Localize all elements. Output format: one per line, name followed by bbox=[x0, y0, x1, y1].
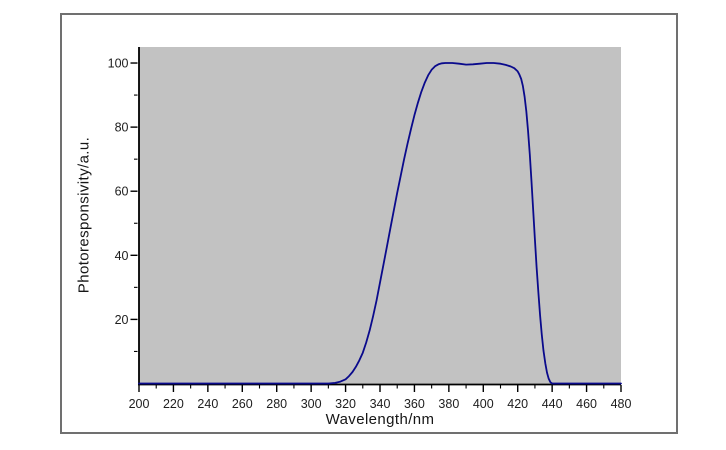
x-tick-label: 200 bbox=[129, 397, 150, 411]
x-tick-label: 300 bbox=[301, 397, 322, 411]
x-tick-label: 440 bbox=[542, 397, 563, 411]
y-axis-title: Photoresponsivity/a.u. bbox=[75, 136, 93, 294]
x-tick-label: 220 bbox=[163, 397, 184, 411]
y-tick-label: 40 bbox=[115, 249, 129, 263]
x-tick-label: 280 bbox=[266, 397, 287, 411]
x-tick-label: 420 bbox=[507, 397, 528, 411]
x-tick-label: 380 bbox=[438, 397, 459, 411]
y-tick-label: 100 bbox=[108, 57, 129, 71]
response-curve bbox=[138, 62, 622, 385]
y-tick-label: 80 bbox=[115, 121, 129, 135]
x-tick-label: 460 bbox=[576, 397, 597, 411]
x-tick-label: 360 bbox=[404, 397, 425, 411]
x-tick-label: 340 bbox=[370, 397, 391, 411]
x-tick-label: 260 bbox=[232, 397, 253, 411]
plot-panel bbox=[139, 47, 621, 385]
y-tick-label: 20 bbox=[115, 313, 129, 327]
x-tick-label: 480 bbox=[611, 397, 632, 411]
x-axis-title: Wavelength/nm bbox=[325, 411, 435, 428]
x-tick-label: 240 bbox=[197, 397, 218, 411]
x-tick-label: 320 bbox=[335, 397, 356, 411]
x-tick-label: 400 bbox=[473, 397, 494, 411]
y-tick-label: 60 bbox=[115, 185, 129, 199]
